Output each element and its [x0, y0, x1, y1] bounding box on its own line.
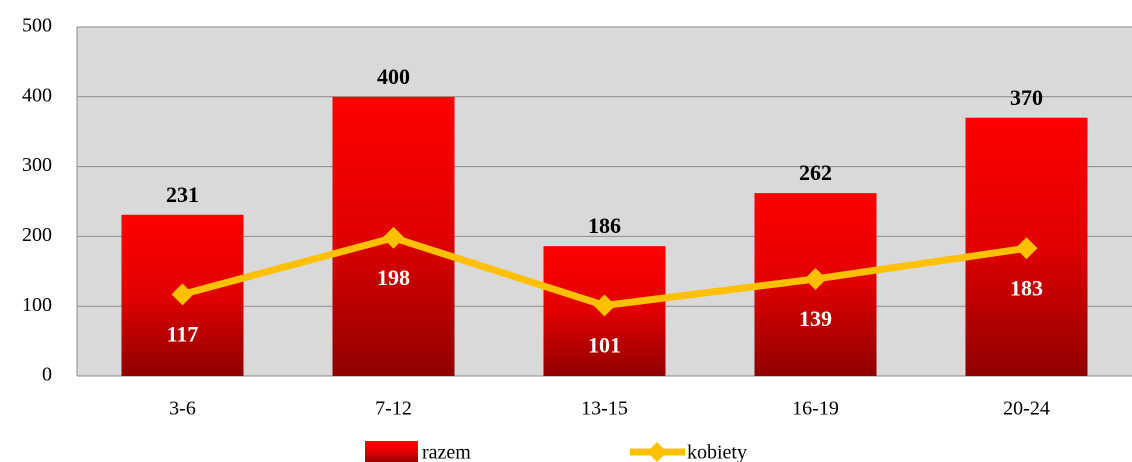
y-tick-label: 500	[22, 15, 52, 37]
y-tick-label: 0	[42, 364, 52, 386]
y-tick-label: 200	[22, 224, 52, 246]
y-tick-label: 400	[22, 84, 52, 106]
x-tick-label: 7-12	[375, 398, 412, 420]
bar-value-label: 400	[377, 64, 410, 89]
line-marker	[171, 283, 194, 306]
line-marker	[593, 294, 616, 317]
line-value-label: 101	[588, 333, 621, 358]
line-value-label: 198	[377, 265, 410, 290]
bar-value-label: 186	[588, 213, 621, 238]
y-tick-label: 100	[22, 294, 52, 316]
line-value-label: 183	[1010, 275, 1043, 300]
line-marker	[1015, 237, 1038, 260]
y-tick-label: 300	[22, 154, 52, 176]
line-value-label: 117	[167, 321, 199, 346]
x-tick-label: 13-15	[581, 398, 628, 420]
bar-value-label: 262	[799, 160, 832, 185]
x-tick-label: 20-24	[1003, 398, 1050, 420]
legend-marker	[647, 442, 667, 462]
bar-value-label: 370	[1010, 85, 1043, 110]
line-marker	[804, 267, 827, 290]
x-tick-label: 16-19	[792, 398, 839, 420]
line-value-label: 139	[799, 306, 832, 331]
legend-label: kobiety	[687, 442, 747, 462]
bar-value-label: 231	[166, 182, 199, 207]
line-marker	[382, 226, 405, 249]
x-tick-label: 3-6	[169, 398, 196, 420]
legend-label: razem	[422, 442, 471, 462]
legend-swatch	[365, 441, 418, 462]
